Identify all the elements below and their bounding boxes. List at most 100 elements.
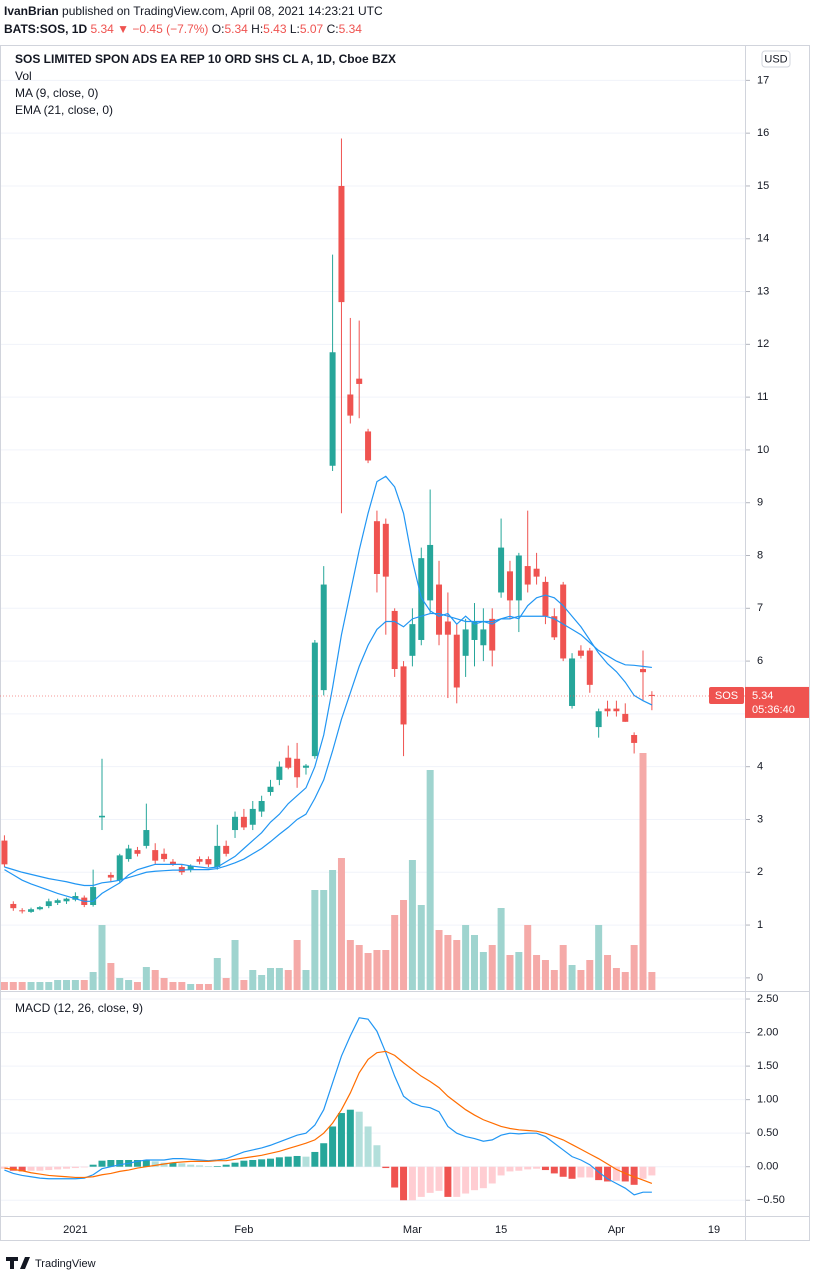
volume-bar bbox=[595, 925, 603, 990]
candle-body bbox=[329, 352, 336, 466]
volume-bar bbox=[329, 870, 337, 990]
histogram-bar bbox=[595, 1166, 603, 1181]
candle-body bbox=[409, 624, 416, 656]
histogram-bar bbox=[515, 1166, 523, 1171]
candle-body bbox=[116, 855, 123, 881]
marks bbox=[0, 138, 656, 1201]
volume-bar bbox=[178, 982, 186, 990]
histogram-bar bbox=[249, 1160, 257, 1167]
histogram-bar bbox=[187, 1164, 195, 1167]
candle-body bbox=[196, 859, 203, 862]
volume-bar bbox=[284, 970, 292, 990]
candle-body bbox=[604, 708, 611, 712]
legend-ma: MA (9, close, 0) bbox=[15, 86, 98, 100]
volume-bar bbox=[9, 982, 17, 990]
candle-body bbox=[444, 621, 451, 635]
candle-body bbox=[418, 558, 425, 640]
histogram-bar bbox=[275, 1157, 283, 1167]
y-tick-label: 9 bbox=[757, 497, 763, 509]
volume-bar bbox=[488, 945, 496, 990]
x-tick-label: 15 bbox=[495, 1224, 507, 1236]
macd-title: MACD (12, 26, close, 9) bbox=[15, 1001, 143, 1015]
candle-body bbox=[648, 694, 655, 696]
macd-line bbox=[4, 1050, 653, 1185]
candle-body bbox=[276, 766, 283, 780]
volume-bar bbox=[364, 953, 372, 990]
histogram-bar bbox=[0, 1166, 8, 1169]
histogram-bar bbox=[462, 1166, 470, 1194]
volume-bar bbox=[27, 982, 35, 990]
y-tick-label: 2 bbox=[757, 866, 763, 878]
candle-body bbox=[187, 865, 194, 870]
volume-bar bbox=[240, 980, 248, 990]
candle-body bbox=[551, 616, 558, 638]
histogram-bar bbox=[169, 1162, 177, 1167]
histogram-bar bbox=[382, 1166, 390, 1169]
histogram-bar bbox=[133, 1160, 141, 1167]
symbol-tag bbox=[709, 686, 744, 704]
volume-bar bbox=[382, 950, 390, 990]
volume-bar bbox=[54, 980, 62, 990]
histogram-bar bbox=[160, 1162, 168, 1167]
price-tag bbox=[745, 686, 809, 718]
histogram-bar bbox=[488, 1166, 496, 1184]
volume-bar bbox=[515, 952, 523, 990]
x-tick-label: 2021 bbox=[63, 1224, 87, 1236]
candle-body bbox=[205, 859, 212, 865]
histogram-bar bbox=[391, 1166, 399, 1188]
histogram-bar bbox=[302, 1156, 310, 1167]
volume-bar bbox=[444, 935, 452, 990]
y-tick-label: 0 bbox=[757, 972, 763, 984]
indicator-line bbox=[4, 612, 652, 887]
volume-bar bbox=[373, 950, 381, 990]
y-tick-label: 2.00 bbox=[757, 1026, 778, 1038]
volume-bar bbox=[196, 984, 204, 990]
histogram-bar bbox=[329, 1126, 337, 1167]
histogram-bar bbox=[9, 1166, 17, 1171]
histogram-bar bbox=[71, 1166, 79, 1169]
histogram-bar bbox=[541, 1166, 549, 1171]
histogram-bar bbox=[346, 1109, 354, 1167]
histogram-bar bbox=[196, 1165, 204, 1167]
volume-bar bbox=[577, 970, 585, 990]
volume-bar bbox=[550, 970, 558, 990]
histogram-bar bbox=[453, 1166, 461, 1197]
volume-bar bbox=[630, 945, 638, 990]
volume-bar bbox=[320, 890, 328, 990]
price-tag-value: 5.34 bbox=[752, 690, 773, 702]
y-tick-label: 12 bbox=[757, 338, 769, 350]
volume-bar bbox=[169, 982, 177, 990]
volume-bar bbox=[204, 984, 212, 990]
candle-body bbox=[214, 845, 221, 867]
volume-bar bbox=[267, 968, 275, 990]
candle-body bbox=[480, 629, 487, 646]
candle-body bbox=[471, 621, 478, 640]
candle-body bbox=[36, 907, 43, 910]
volume-bar bbox=[506, 955, 514, 990]
histogram-bar bbox=[417, 1166, 425, 1197]
y-tick-label: 11 bbox=[757, 391, 768, 403]
y-tick-label: 10 bbox=[757, 444, 769, 456]
histogram-bar bbox=[479, 1166, 487, 1189]
y-tick-label: 1.00 bbox=[757, 1094, 778, 1106]
volume-bar bbox=[125, 980, 133, 990]
candle-body bbox=[98, 815, 105, 818]
candle-body bbox=[586, 650, 593, 685]
candle-body bbox=[515, 555, 522, 601]
y-tick-label: 8 bbox=[757, 549, 763, 561]
candle-body bbox=[631, 735, 638, 743]
candle-body bbox=[338, 185, 345, 303]
histogram-bar bbox=[231, 1162, 239, 1167]
histogram-bar bbox=[267, 1158, 275, 1167]
volume-bar bbox=[142, 967, 150, 990]
histogram-bar bbox=[373, 1145, 381, 1167]
close: 5.34 bbox=[339, 22, 363, 36]
volume-bar bbox=[222, 978, 230, 990]
frame bbox=[0, 45, 810, 1241]
volume-bar bbox=[453, 940, 461, 990]
volume-bar bbox=[497, 908, 505, 990]
brand: TradingView bbox=[6, 1257, 96, 1270]
volume-bar bbox=[160, 978, 168, 990]
